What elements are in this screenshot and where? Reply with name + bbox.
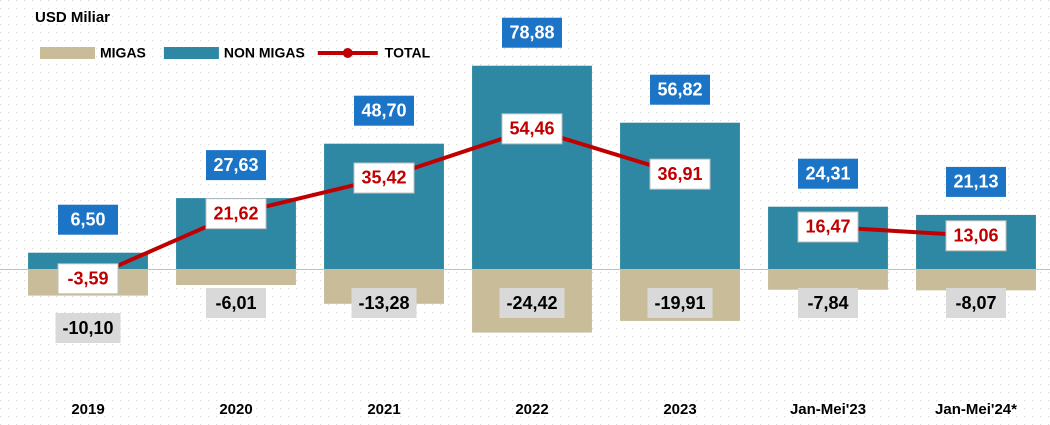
nonmigas-label: 48,70 [361,100,406,120]
migas-label: -19,91 [654,293,705,313]
nonmigas-label: 6,50 [70,209,105,229]
migas-label: -6,01 [215,293,256,313]
nonmigas-label-box [502,17,562,48]
x-tick-label: 2021 [367,401,400,418]
nonmigas-label: 78,88 [509,22,554,42]
x-tick-label: Jan-Mei'23 [790,401,866,418]
bar [768,269,888,290]
x-tick-label: 2020 [219,401,252,418]
nonmigas-label: 27,63 [213,155,258,175]
total-label: 16,47 [805,217,850,237]
migas-label-box [55,313,121,343]
total-label: 36,91 [657,164,702,184]
migas-label-box [351,288,417,318]
nonmigas-label-box [946,166,1006,197]
bar [620,122,740,270]
nonmigas-label-box [354,95,414,126]
total-label-box [797,211,859,243]
nonmigas-label-box [206,150,266,181]
total-label: 35,42 [361,168,406,188]
migas-label: -7,84 [807,293,848,313]
nonmigas-label: 56,82 [657,79,702,99]
migas-label-box [206,288,266,318]
legend-marker [342,48,353,58]
bar [176,269,296,286]
total-label-box [57,263,119,295]
migas-label: -10,10 [62,318,113,338]
nonmigas-label: 24,31 [805,163,850,183]
legend-label: NON MIGAS [224,45,305,61]
migas-label-box [946,288,1006,318]
total-label: 13,06 [953,226,998,246]
nonmigas-label-box [58,204,118,235]
total-label-box [353,162,415,194]
total-label-box [649,158,711,190]
migas-label-box [647,288,713,318]
x-tick-label: 2019 [71,401,104,418]
nonmigas-label-box [798,158,858,189]
migas-label-box [798,288,858,318]
migas-label: -24,42 [506,293,557,313]
legend-label: TOTAL [385,45,431,61]
nonmigas-label-box [650,74,710,105]
migas-label: -13,28 [358,293,409,313]
total-label-box [945,220,1007,252]
x-tick-label: Jan-Mei'24* [935,401,1017,418]
x-tick-label: 2023 [663,401,696,418]
total-label: 21,62 [213,203,258,223]
legend: MIGAS NON MIGAS TOTAL [40,45,431,61]
x-tick-label: 2022 [515,401,548,418]
total-label: 54,46 [509,119,554,139]
migas-label-box [499,288,565,318]
legend-swatch [163,47,219,59]
total-label-box [501,113,563,145]
legend-label: MIGAS [100,45,146,61]
legend-swatch [40,47,95,59]
total-label-box [205,198,267,230]
total-label: -3,59 [67,269,108,289]
nonmigas-label: 21,13 [953,172,998,192]
migas-label: -8,07 [955,293,996,313]
bar [472,65,592,270]
chart-title: USD Miliar [35,9,110,26]
bar [916,269,1036,291]
